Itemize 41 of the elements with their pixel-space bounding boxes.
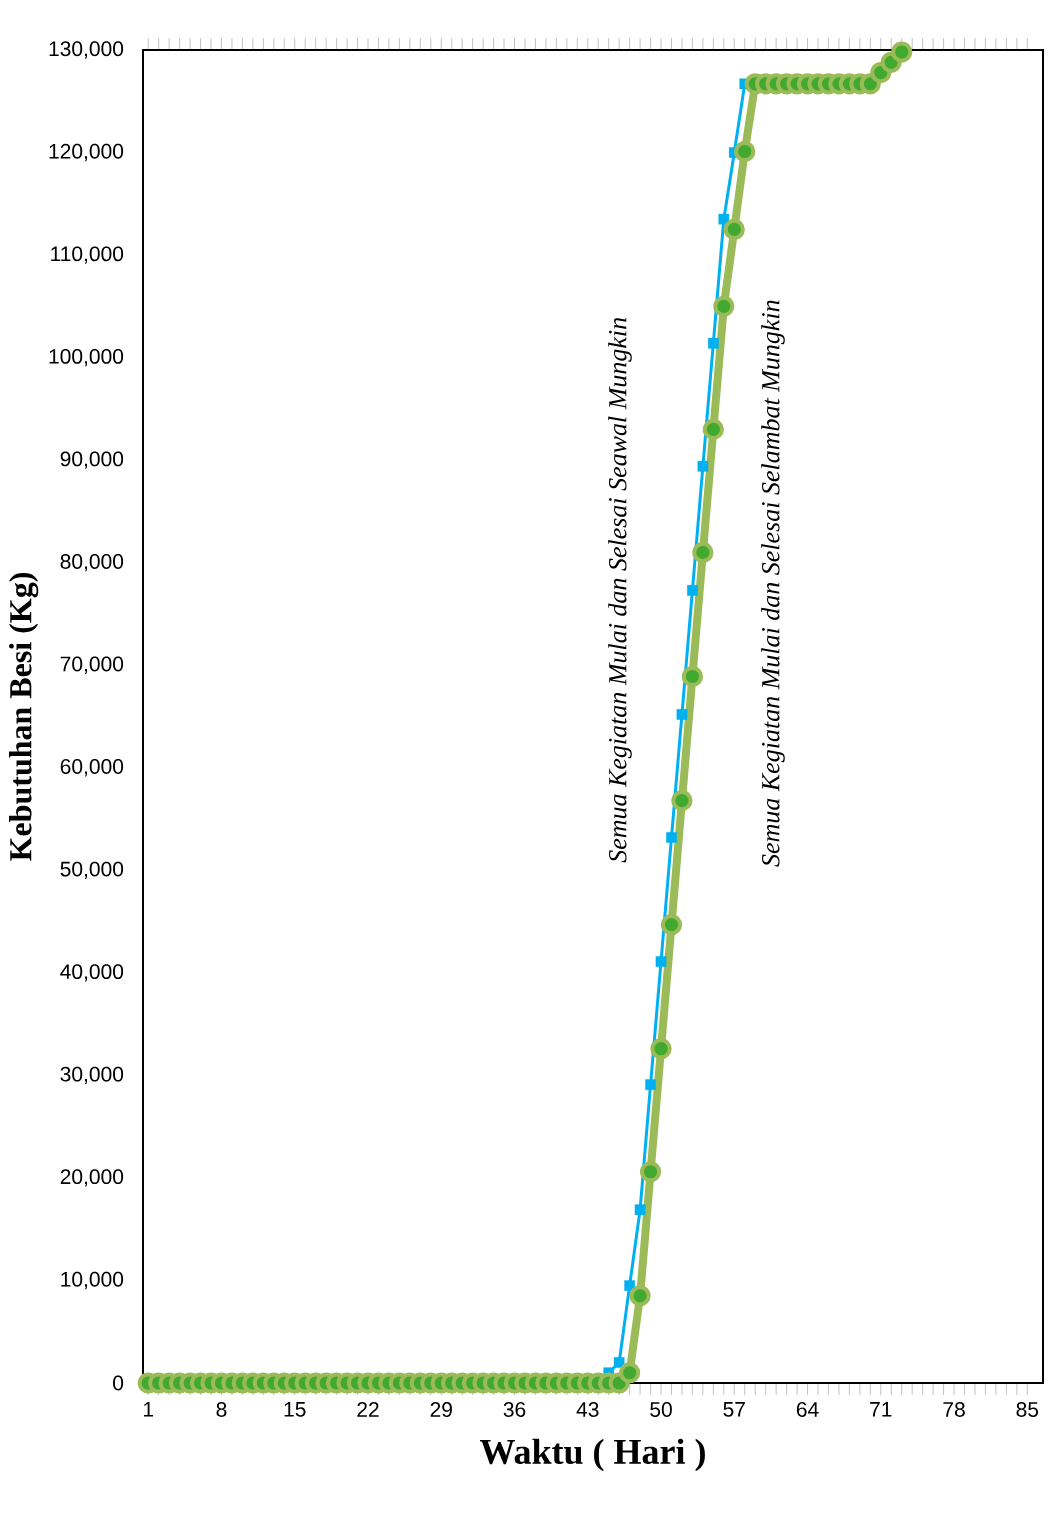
- point: [676, 709, 688, 720]
- point: [624, 1280, 635, 1291]
- y-tick-label: 0: [113, 1375, 124, 1391]
- annotation: Semua Kegiatan Mulai dan Selesai Seawal Mungkin: [608, 317, 632, 863]
- point: [718, 213, 730, 225]
- point: [697, 460, 709, 472]
- y-tick-label: 90,000: [60, 451, 124, 469]
- x-tick-label: 1: [143, 1402, 154, 1417]
- y-tick-label: 50,000: [60, 861, 124, 879]
- y-tick-label: 130,000: [49, 41, 124, 59]
- x-tick-label: 15: [284, 1402, 306, 1417]
- y-tick-label: 40,000: [60, 964, 124, 982]
- y-tick-label: 120,000: [49, 143, 124, 162]
- x-tick-label: 57: [723, 1402, 745, 1417]
- point: [655, 956, 667, 967]
- x-tick-label: 50: [650, 1402, 672, 1417]
- x-tick-label: 64: [796, 1402, 819, 1417]
- point: [634, 1204, 646, 1216]
- point: [645, 1079, 656, 1090]
- x-tick-label: 22: [357, 1402, 379, 1417]
- x-tick-label: 78: [943, 1402, 965, 1417]
- y-tick-label: 100,000: [49, 348, 124, 367]
- annotation: Semua Kegiatan Mulai dan Selesai Selambat Mungkin: [761, 300, 785, 867]
- x-tick-label: 85: [1016, 1402, 1039, 1417]
- y-tick-label: 110,000: [51, 246, 124, 264]
- y-axis-title: Kebutuhan Besi (Kg): [9, 573, 39, 861]
- x-tick-label: 29: [430, 1402, 452, 1417]
- x-tick-label: 8: [216, 1402, 227, 1417]
- x-tick-label: 43: [576, 1402, 599, 1417]
- x-tick-label: 36: [503, 1402, 526, 1417]
- x-axis-title: Waktu ( Hari ): [480, 1438, 705, 1472]
- y-tick-label: 80,000: [60, 554, 124, 572]
- y-tick-label: 60,000: [60, 759, 124, 777]
- y-tick-label: 10,000: [61, 1271, 124, 1290]
- y-tick-label: 20,000: [60, 1169, 124, 1187]
- point: [687, 585, 698, 596]
- point: [666, 832, 677, 843]
- y-tick-label: 30,000: [60, 1066, 124, 1085]
- point: [708, 337, 719, 349]
- x-tick-label: 71: [870, 1402, 892, 1417]
- y-tick-label: 70,000: [60, 656, 124, 674]
